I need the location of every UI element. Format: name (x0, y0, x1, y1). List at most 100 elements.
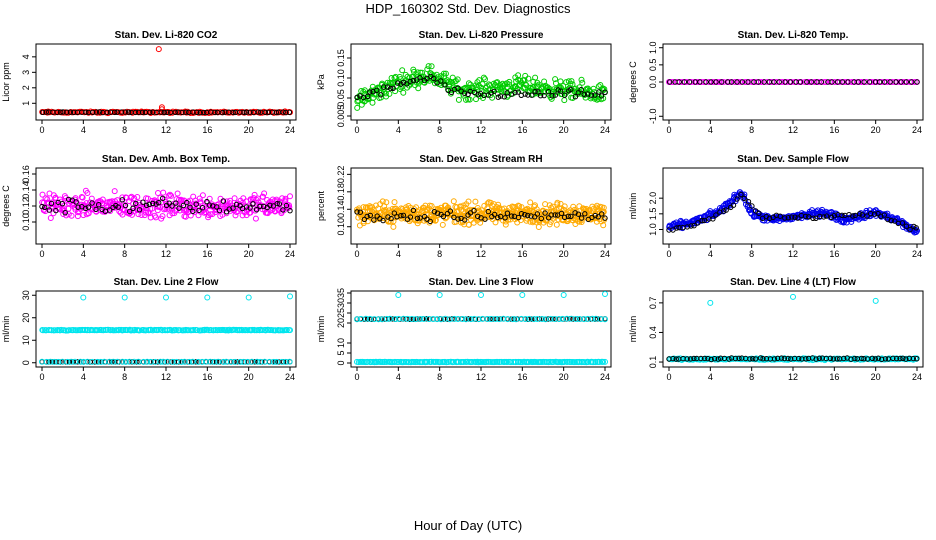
average-point (575, 90, 581, 96)
average-point (775, 355, 781, 361)
x-tick-label: 20 (559, 249, 569, 259)
x-tick-label: 0 (39, 125, 44, 135)
sample-point (51, 358, 58, 365)
average-point (717, 355, 724, 361)
sample-point (136, 327, 143, 334)
sample-point (597, 316, 604, 323)
x-tick-label: 12 (161, 125, 171, 135)
average-point (515, 214, 522, 221)
average-point (745, 79, 751, 85)
sample-point (44, 196, 51, 203)
average-point (721, 208, 727, 214)
average-point (792, 214, 798, 220)
average-point (378, 92, 384, 98)
average-point (701, 217, 708, 224)
sample-point (164, 327, 171, 334)
average-point (89, 200, 95, 206)
x-tick-label: 0 (666, 372, 671, 382)
average-point (734, 79, 740, 85)
average-point (283, 202, 290, 209)
average-point (542, 210, 548, 216)
sample-point (283, 327, 290, 333)
sample-point (488, 316, 495, 322)
average-point (598, 93, 605, 99)
sample-point (527, 199, 534, 206)
average-point (59, 201, 66, 207)
y-tick-label: 0.5 (648, 59, 658, 72)
sample-point (383, 315, 390, 322)
average-point (823, 213, 830, 219)
x-tick-label: 24 (600, 372, 610, 382)
average-point (673, 356, 679, 362)
average-point (666, 79, 673, 85)
average-point (255, 109, 261, 115)
average-point (532, 88, 538, 95)
y-tick-label: 0.14 (21, 181, 31, 199)
average-point (699, 217, 705, 224)
x-tick-label: 4 (81, 372, 86, 382)
sample-point (47, 215, 54, 221)
sample-point (521, 77, 528, 84)
average-point (749, 203, 755, 209)
sample-point (465, 221, 472, 228)
sample-point (110, 358, 117, 365)
y-tick-label: 0.4 (648, 326, 658, 339)
average-point (697, 79, 703, 85)
average-point (122, 109, 129, 115)
average-point (274, 200, 280, 207)
average-point (776, 79, 782, 85)
y-tick-label: 0.7 (648, 297, 658, 310)
average-point (878, 213, 884, 220)
sample-point (207, 211, 214, 218)
average-point (910, 355, 916, 362)
sample-point (131, 195, 138, 202)
x-tick-label: 16 (202, 125, 212, 135)
sample-point (502, 221, 509, 228)
sample-point (45, 200, 52, 206)
x-tick-label: 12 (161, 372, 171, 382)
y-tick-label: 0.22 (336, 166, 346, 184)
average-point (247, 109, 253, 115)
sample-point (252, 215, 259, 222)
average-point (887, 79, 893, 85)
sample-point (465, 80, 472, 87)
average-point (156, 200, 162, 206)
average-point (287, 208, 293, 214)
average-point (852, 355, 858, 362)
panel-title: Stan. Dev. Sample Flow (737, 154, 849, 165)
panel-5: Stan. Dev. Gas Stream RH percent 0 4 8 12 16 20… (316, 154, 612, 259)
average-point (190, 208, 196, 215)
average-point (194, 109, 200, 116)
sample-point (455, 96, 462, 103)
average-point (515, 89, 521, 95)
sample-point (140, 358, 147, 365)
sample-point (901, 79, 908, 85)
y-axis-label: ml/min (628, 316, 638, 343)
sample-point (467, 316, 474, 323)
average-point (834, 356, 840, 362)
average-point (761, 79, 767, 85)
sample-point (487, 199, 494, 206)
average-point (541, 92, 547, 99)
average-point (903, 223, 910, 229)
sample-point (382, 90, 389, 97)
average-point (73, 199, 79, 205)
x-tick-label: 16 (517, 372, 527, 382)
sample-point (506, 204, 513, 211)
average-point (387, 85, 394, 92)
x-tick-label: 16 (829, 125, 839, 135)
sample-point (99, 196, 106, 203)
average-point (872, 356, 878, 362)
outlier-point (560, 292, 567, 298)
average-point (43, 109, 49, 115)
x-tick-label: 0 (666, 249, 671, 259)
sample-point (398, 84, 405, 91)
sample-point (552, 76, 559, 83)
average-point (190, 109, 196, 115)
sample-point (186, 358, 193, 365)
average-point (283, 109, 289, 116)
average-point (417, 75, 423, 81)
average-point (206, 202, 213, 208)
x-tick-label: 0 (666, 125, 671, 135)
average-point (771, 356, 778, 362)
